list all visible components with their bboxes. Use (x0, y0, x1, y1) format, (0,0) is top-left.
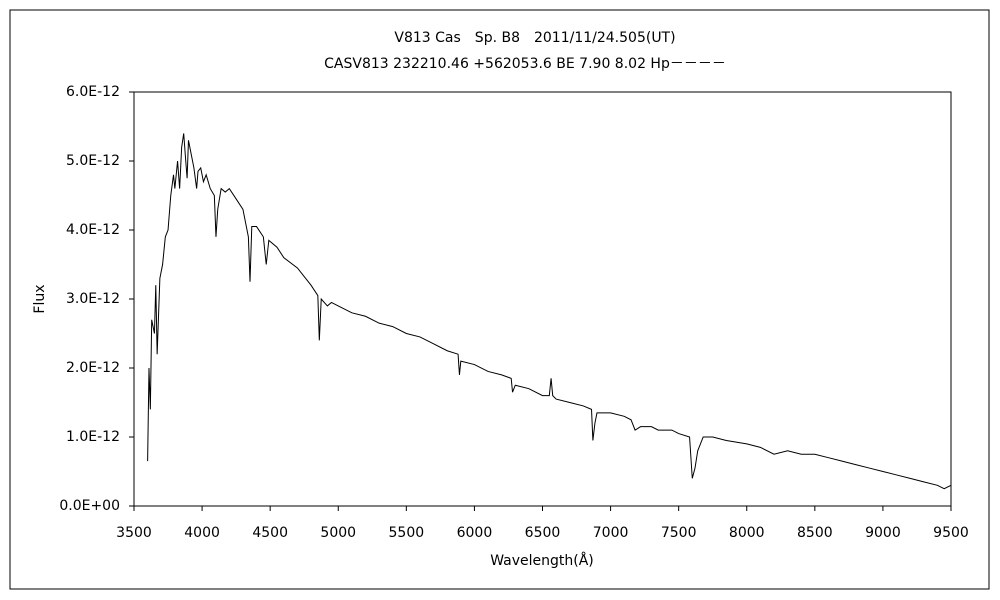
chart-subtitle: CASV813 232210.46 +562053.6 BE 7.90 8.02… (324, 56, 726, 72)
x-tick-label: 6500 (525, 525, 561, 541)
x-tick-label: 8000 (729, 525, 765, 541)
plot-area (133, 91, 952, 507)
y-axis-label: Flux (32, 284, 48, 313)
y-tick-label: 2.0E-12 (66, 360, 120, 376)
x-tick-label: 9500 (933, 525, 969, 541)
y-tick-label: 6.0E-12 (66, 84, 120, 100)
x-tick-label: 5000 (320, 525, 356, 541)
y-tick-label: 1.0E-12 (66, 429, 120, 445)
x-tick-label: 9000 (865, 525, 901, 541)
x-tick-label: 7000 (593, 525, 629, 541)
x-tick-label: 5500 (389, 525, 425, 541)
x-tick-label: 8500 (797, 525, 833, 541)
chart-title: V813 Cas Sp. B8 2011/11/24.505(UT) (394, 30, 675, 46)
y-tick-label: 4.0E-12 (66, 222, 120, 238)
x-tick-label: 6000 (457, 525, 493, 541)
spectrum-line (147, 133, 952, 490)
y-tick-label: 5.0E-12 (66, 153, 120, 169)
x-tick-label: 4500 (252, 525, 288, 541)
x-tick-label: 3500 (116, 525, 152, 541)
y-tick-label: 3.0E-12 (66, 291, 120, 307)
y-tick-label: 0.0E+00 (59, 498, 120, 514)
x-tick-label: 7500 (661, 525, 697, 541)
x-tick-label: 4000 (184, 525, 220, 541)
x-axis-label: Wavelength(Å) (490, 552, 594, 569)
